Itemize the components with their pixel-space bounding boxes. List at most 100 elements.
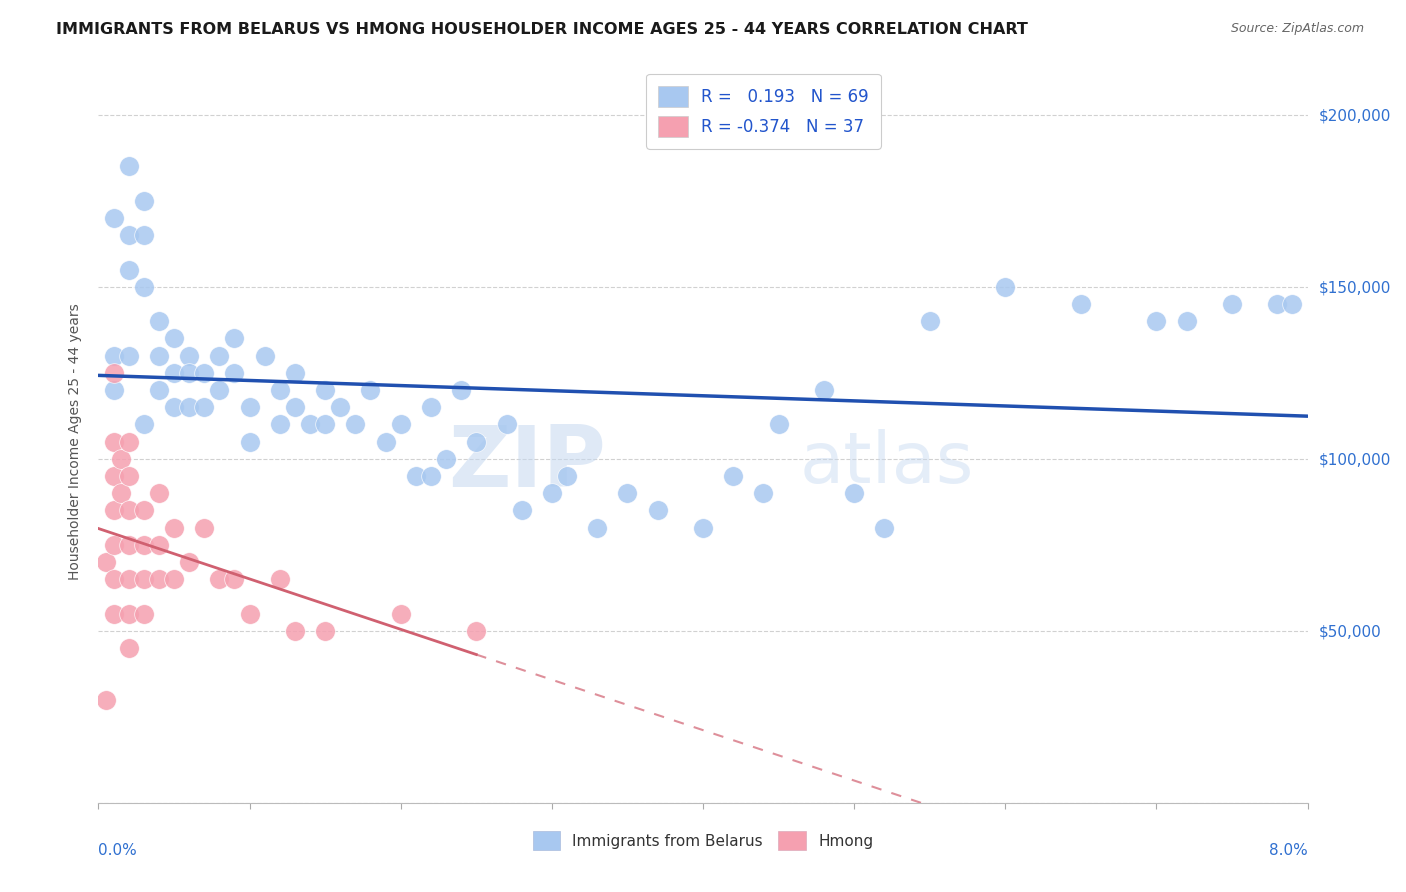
Point <box>224 331 246 345</box>
Point <box>103 469 125 483</box>
Point <box>1281 297 1303 311</box>
Point <box>163 366 186 380</box>
Point <box>994 279 1017 293</box>
Point <box>269 383 291 397</box>
Point <box>103 383 125 397</box>
Point <box>179 400 201 414</box>
Text: 0.0%: 0.0% <box>98 843 138 857</box>
Point <box>284 624 307 638</box>
Point <box>208 572 231 586</box>
Point <box>132 607 155 621</box>
Point <box>405 469 427 483</box>
Point <box>103 503 125 517</box>
Text: Source: ZipAtlas.com: Source: ZipAtlas.com <box>1230 22 1364 36</box>
Point <box>1146 314 1168 328</box>
Point <box>163 331 186 345</box>
Y-axis label: Householder Income Ages 25 - 44 years: Householder Income Ages 25 - 44 years <box>69 303 83 580</box>
Point <box>420 469 443 483</box>
Point <box>103 434 125 449</box>
Point <box>329 400 352 414</box>
Point <box>752 486 775 500</box>
Point <box>873 520 896 534</box>
Legend: Immigrants from Belarus, Hmong: Immigrants from Belarus, Hmong <box>527 825 879 856</box>
Point <box>94 692 117 706</box>
Point <box>132 572 155 586</box>
Point <box>193 520 215 534</box>
Point <box>555 469 578 483</box>
Point <box>224 366 246 380</box>
Point <box>193 366 215 380</box>
Point <box>118 262 141 277</box>
Point <box>103 607 125 621</box>
Point <box>103 538 125 552</box>
Point <box>208 349 231 363</box>
Text: IMMIGRANTS FROM BELARUS VS HMONG HOUSEHOLDER INCOME AGES 25 - 44 YEARS CORRELATI: IMMIGRANTS FROM BELARUS VS HMONG HOUSEHO… <box>56 22 1028 37</box>
Point <box>284 400 307 414</box>
Point <box>647 503 669 517</box>
Point <box>118 159 141 173</box>
Point <box>94 555 117 569</box>
Point <box>269 417 291 432</box>
Point <box>118 640 141 655</box>
Point <box>118 349 141 363</box>
Point <box>148 572 170 586</box>
Point <box>132 194 155 208</box>
Point <box>118 572 141 586</box>
Point <box>616 486 638 500</box>
Point <box>450 383 472 397</box>
Point <box>118 228 141 243</box>
Point <box>132 417 155 432</box>
Point <box>103 572 125 586</box>
Point <box>163 572 186 586</box>
Point <box>132 228 155 243</box>
Point <box>465 434 488 449</box>
Point <box>118 607 141 621</box>
Point <box>253 349 276 363</box>
Point <box>148 349 170 363</box>
Point <box>110 451 132 466</box>
Point <box>692 520 714 534</box>
Point <box>269 572 291 586</box>
Point <box>1220 297 1243 311</box>
Point <box>284 366 307 380</box>
Point <box>389 417 412 432</box>
Point <box>148 486 170 500</box>
Point <box>465 624 488 638</box>
Point <box>118 503 141 517</box>
Point <box>1070 297 1092 311</box>
Point <box>148 314 170 328</box>
Point <box>118 434 141 449</box>
Point <box>132 538 155 552</box>
Point <box>208 383 231 397</box>
Point <box>193 400 215 414</box>
Point <box>495 417 517 432</box>
Point <box>118 538 141 552</box>
Point <box>768 417 790 432</box>
Point <box>389 607 412 621</box>
Point <box>434 451 457 466</box>
Point <box>132 279 155 293</box>
Point <box>179 366 201 380</box>
Point <box>540 486 562 500</box>
Point <box>103 349 125 363</box>
Text: 8.0%: 8.0% <box>1268 843 1308 857</box>
Point <box>314 417 336 432</box>
Point <box>299 417 322 432</box>
Point <box>586 520 609 534</box>
Point <box>148 383 170 397</box>
Point <box>118 469 141 483</box>
Point <box>110 486 132 500</box>
Point <box>314 624 336 638</box>
Point <box>1267 297 1289 311</box>
Point <box>360 383 382 397</box>
Point <box>374 434 396 449</box>
Text: ZIP: ZIP <box>449 422 606 505</box>
Point <box>239 434 262 449</box>
Point <box>239 607 262 621</box>
Point <box>224 572 246 586</box>
Point <box>420 400 443 414</box>
Point <box>103 366 125 380</box>
Point <box>918 314 941 328</box>
Point <box>179 555 201 569</box>
Point <box>813 383 835 397</box>
